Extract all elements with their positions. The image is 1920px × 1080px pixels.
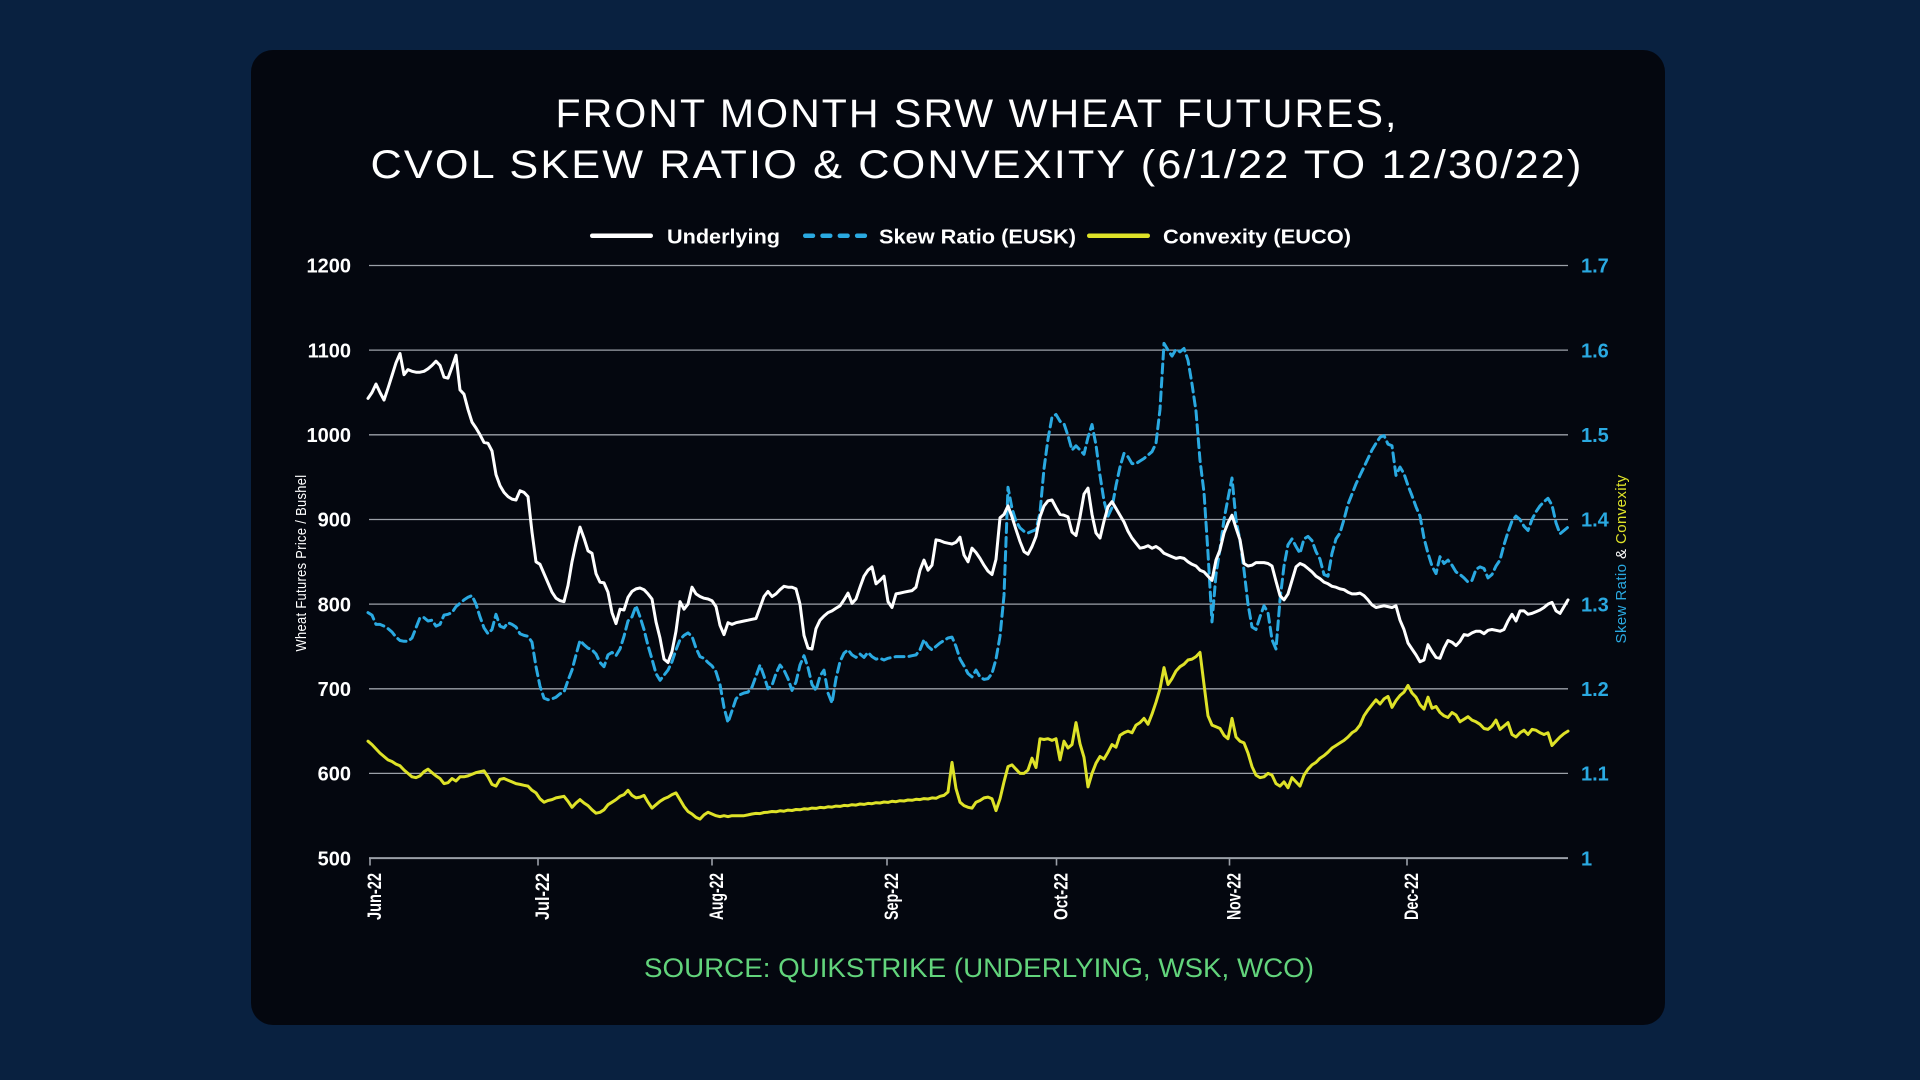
svg-text:1.7: 1.7 [1581,256,1609,278]
svg-text:1.5: 1.5 [1581,425,1609,447]
svg-text:1.3: 1.3 [1581,594,1609,616]
svg-text:Jun-22: Jun-22 [365,873,386,920]
svg-text:1.4: 1.4 [1581,510,1610,532]
svg-text:Jul-22: Jul-22 [533,873,554,920]
svg-text:Nov-22: Nov-22 [1225,873,1246,920]
svg-text:CVOL SKEW RATIO & CONVEXITY (6: CVOL SKEW RATIO & CONVEXITY (6/1/22 TO 1… [371,143,1584,187]
svg-text:Skew Ratio (EUSK): Skew Ratio (EUSK) [879,227,1076,249]
svg-text:Convexity (EUCO): Convexity (EUCO) [1163,227,1351,249]
svg-text:1000: 1000 [307,425,352,447]
svg-text:1.1: 1.1 [1581,764,1609,786]
svg-text:900: 900 [318,510,351,532]
svg-text:Oct-22: Oct-22 [1052,873,1073,920]
svg-text:600: 600 [318,764,351,786]
svg-text:FRONT MONTH SRW WHEAT FUTURES,: FRONT MONTH SRW WHEAT FUTURES, [556,92,1399,136]
svg-text:1: 1 [1581,848,1592,870]
svg-text:Skew Ratio & Convexity: Skew Ratio & Convexity [1613,474,1630,643]
svg-text:1.6: 1.6 [1581,340,1609,362]
svg-text:Sep-22: Sep-22 [882,873,903,920]
svg-text:Aug-22: Aug-22 [707,873,728,920]
svg-text:Wheat Futures Price / Bushel: Wheat Futures Price / Bushel [293,475,310,652]
svg-text:1200: 1200 [307,256,352,278]
svg-text:500: 500 [318,848,351,870]
svg-text:1100: 1100 [308,340,351,362]
svg-text:SOURCE: QUIKSTRIKE (UNDERLYING: SOURCE: QUIKSTRIKE (UNDERLYING, WSK, WCO… [644,953,1314,983]
svg-text:800: 800 [318,594,351,616]
svg-text:700: 700 [318,679,351,701]
svg-text:1.2: 1.2 [1581,679,1609,701]
svg-text:Dec-22: Dec-22 [1402,873,1423,920]
svg-text:Underlying: Underlying [667,227,780,249]
